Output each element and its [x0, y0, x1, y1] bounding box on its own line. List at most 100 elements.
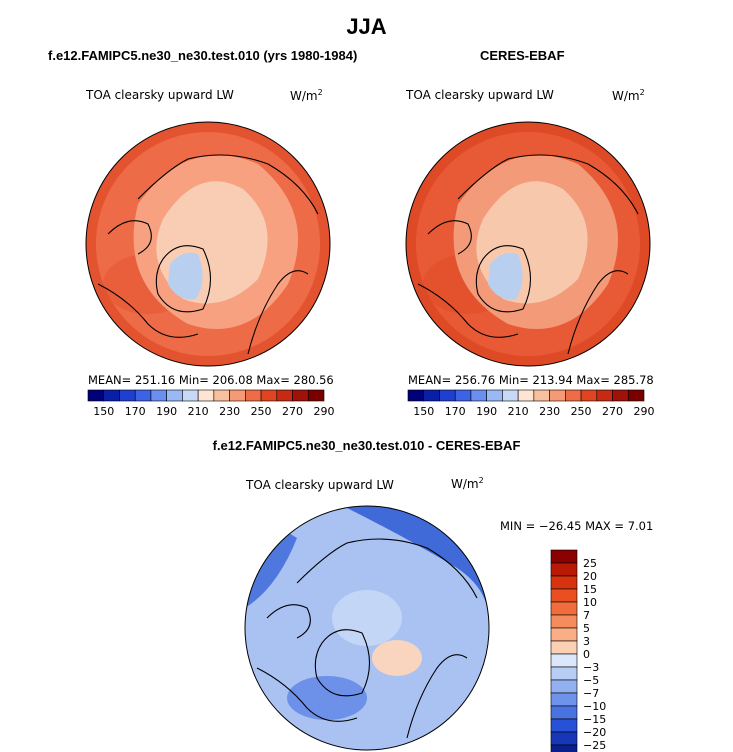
panel-2-units: W/m2 — [612, 88, 645, 103]
greenland-ice — [488, 252, 523, 300]
colorbar-3-box — [550, 627, 578, 642]
colorbar-3-box — [550, 744, 578, 752]
units-base: W/m — [451, 477, 479, 491]
colorbar-3-box — [550, 640, 578, 655]
colorbar-1-box — [213, 389, 230, 402]
coastline — [256, 667, 358, 722]
colorbar-2-box — [596, 389, 613, 402]
season-title: JJA — [346, 14, 387, 39]
coastline — [427, 220, 472, 255]
panel-1-title: f.e12.FAMIPC5.ne30_ne30.test.010 (yrs 19… — [48, 48, 358, 63]
colorbar-3-tick-label: −25 — [583, 739, 606, 752]
panel-2-variable: TOA clearsky upward LW — [406, 88, 554, 102]
diff-panel-stats: MIN = −26.45 MAX = 7.01 — [500, 519, 654, 533]
colorbar-2-box — [549, 389, 566, 402]
colorbar-3-tick-label: 7 — [583, 609, 590, 622]
colorbar-3-box — [550, 718, 578, 733]
coastline — [247, 270, 309, 355]
polar-map-0 — [86, 122, 330, 366]
colorbar-2-tick-label: 150 — [413, 405, 434, 418]
colorbar-2-box — [486, 389, 503, 402]
panel-1-variable: TOA clearsky upward LW — [86, 88, 234, 102]
units-base: W/m — [290, 89, 318, 103]
colorbar-3-tick-label: 20 — [583, 570, 597, 583]
colorbar-1-tick-label: 190 — [156, 405, 177, 418]
colorbar-1-tick-label: 270 — [282, 405, 303, 418]
colorbar-3-tick-label: 25 — [583, 557, 597, 570]
colorbar-2-tick-label: 290 — [634, 405, 655, 418]
colorbar-1-tick-label: 290 — [314, 405, 335, 418]
panel-2-title: CERES-EBAF — [480, 48, 565, 63]
colorbar-1-box — [150, 389, 167, 402]
colorbar-3-tick-label: 3 — [583, 635, 590, 648]
colorbar-1-tick-label: 170 — [125, 405, 146, 418]
colorbar-3-tick-label: 10 — [583, 596, 597, 609]
diff-panel-units: W/m2 — [451, 476, 484, 491]
colorbar-2-box — [565, 389, 582, 402]
colorbar-1-box — [166, 389, 183, 402]
colorbar-2-tick-label: 210 — [508, 405, 529, 418]
colorbar-3-tick-label: −7 — [583, 687, 599, 700]
colorbar-2-box — [580, 389, 598, 402]
colorbar-2-tick-label: 250 — [571, 405, 592, 418]
colorbar-1-box — [260, 389, 278, 402]
colorbar-1-box — [292, 389, 309, 402]
colorbar-2-tick-label: 190 — [476, 405, 497, 418]
colorbar-3-tick-label: 5 — [583, 622, 590, 635]
colorbar-2-box — [627, 389, 645, 402]
coastline — [475, 245, 531, 313]
colorbar-3-box — [550, 705, 578, 720]
colorbar-1-box — [307, 389, 325, 402]
colorbar-3-box — [550, 679, 578, 694]
coastline — [266, 604, 311, 639]
map-border — [405, 121, 651, 367]
colorbar-2-box — [439, 389, 456, 402]
colorbar-3-tick-label: −15 — [583, 713, 606, 726]
colorbar-2-tick-label: 270 — [602, 405, 623, 418]
colorbar-1-box — [197, 389, 215, 402]
panel-1-units: W/m2 — [290, 88, 323, 103]
colorbar-3-tick-label: 15 — [583, 583, 597, 596]
units-base: W/m — [612, 89, 640, 103]
colorbar-3-box — [550, 666, 578, 681]
diff-panel-title: f.e12.FAMIPC5.ne30_ne30.test.010 - CERES… — [212, 438, 521, 453]
colorbar-1-box — [276, 389, 293, 402]
cold-anomaly-region — [287, 676, 367, 720]
map-border — [244, 505, 490, 751]
panel-1-stats: MEAN= 251.16 Min= 206.08 Max= 280.56 — [88, 373, 334, 387]
coastline — [406, 654, 468, 739]
colorbar-2-box — [454, 389, 472, 402]
colorbar-1-box — [103, 389, 120, 402]
colorbar-1-box — [245, 389, 262, 402]
coastline — [107, 220, 152, 255]
colorbar-3-box — [550, 575, 578, 590]
colorbar-1-box — [134, 389, 152, 402]
colorbar-1-box — [87, 389, 105, 402]
colorbar-2-box — [423, 389, 440, 402]
colorbar-3-tick-label: −20 — [583, 726, 606, 739]
colorbar-2-box — [517, 389, 535, 402]
coastline — [137, 154, 319, 215]
polar-map-1 — [406, 122, 650, 366]
colorbar-3-box — [550, 562, 578, 577]
colorbar-1-tick-label: 250 — [251, 405, 272, 418]
coastline — [567, 270, 629, 355]
colorbar-3-box — [550, 692, 578, 707]
colorbar-3-box — [550, 588, 578, 603]
map-border — [85, 121, 331, 367]
polar-core — [332, 590, 402, 646]
colorbar-3-box — [550, 549, 578, 564]
greenland-ice — [168, 252, 203, 300]
coastline — [296, 538, 478, 599]
colorbar-3-tick-label: −10 — [583, 700, 606, 713]
colorbar-1-tick-label: 210 — [188, 405, 209, 418]
colorbar-3-box — [550, 653, 578, 668]
units-exponent: 2 — [317, 88, 323, 97]
coastline — [457, 154, 639, 215]
colorbar-3-tick-label: −5 — [583, 674, 599, 687]
coastline — [417, 283, 519, 338]
colorbar-2-box — [612, 389, 629, 402]
colorbar-3-box — [550, 731, 578, 746]
colorbar-2-box — [470, 389, 487, 402]
